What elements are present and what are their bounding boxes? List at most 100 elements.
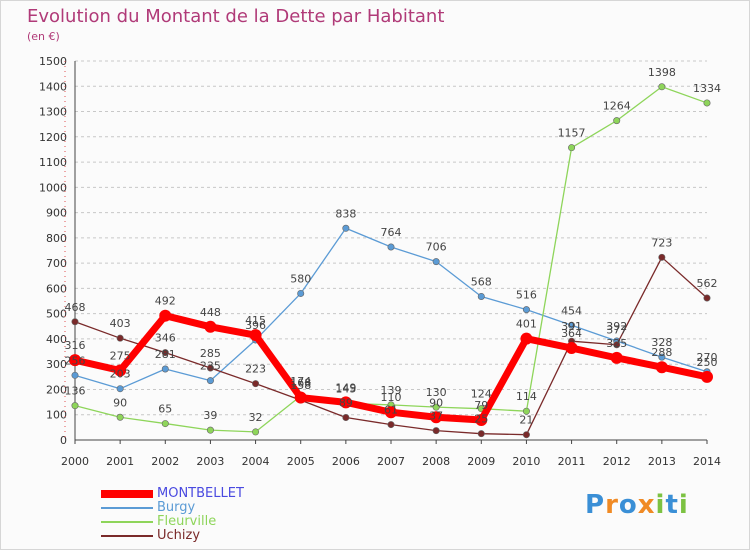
- data-point-fleurville: [71, 402, 79, 410]
- data-point-montbellet: [159, 309, 172, 322]
- data-label-uchizy: 21: [519, 414, 533, 427]
- data-point-fleurville: [658, 83, 666, 91]
- data-point-fleurville: [613, 117, 621, 125]
- data-label-montbellet: 110: [381, 391, 402, 404]
- logo-letter: x: [637, 490, 656, 520]
- x-tick-label: 2013: [648, 455, 676, 468]
- data-point-uchizy: [432, 427, 440, 435]
- data-point-uchizy: [252, 380, 260, 388]
- y-tick-label: 1100: [39, 156, 67, 169]
- data-point-burgy: [432, 258, 440, 266]
- y-tick-label: 800: [46, 232, 67, 245]
- data-label-burgy: 203: [110, 368, 131, 381]
- proxiti-logo: Proxiti: [585, 490, 689, 520]
- data-point-fleurville: [432, 403, 440, 411]
- data-label-burgy: 256: [65, 354, 86, 367]
- y-tick-label: 900: [46, 207, 67, 220]
- data-label-burgy: 392: [606, 320, 627, 333]
- data-point-montbellet: [294, 391, 307, 404]
- legend-label: Fleurville: [157, 514, 217, 529]
- data-point-montbellet: [249, 329, 262, 342]
- data-label-fleurville: 174: [290, 375, 311, 388]
- data-label-burgy: 454: [561, 304, 582, 317]
- data-label-montbellet: 79: [474, 399, 488, 412]
- line-chart: 0 100 200 300 400 500 600 700 800 900 1000 1100 1200…: [39, 55, 721, 468]
- data-point-fleurville: [568, 144, 576, 152]
- data-point-burgy: [71, 371, 79, 379]
- x-tick-label: 2003: [196, 455, 224, 468]
- data-point-fleurville: [206, 426, 214, 434]
- data-label-burgy: 328: [651, 336, 672, 349]
- data-point-burgy: [658, 353, 666, 361]
- y-tick-label: 0: [60, 434, 67, 447]
- data-point-montbellet: [655, 361, 668, 374]
- logo-letter: i: [678, 490, 689, 520]
- data-label-fleurville: 124: [471, 388, 492, 401]
- data-label-burgy: 396: [245, 319, 266, 332]
- data-point-montbellet: [701, 370, 713, 383]
- data-point-montbellet: [204, 320, 217, 333]
- legend-swatch: [101, 535, 153, 537]
- data-label-montbellet: 492: [155, 295, 176, 308]
- legend-item-uchizy: Uchizy: [101, 529, 244, 543]
- legend-item-montbellet: MONTBELLET: [101, 487, 244, 501]
- chart-subtitle: (en €): [27, 30, 60, 43]
- data-label-burgy: 580: [290, 272, 311, 285]
- data-point-burgy: [522, 306, 530, 314]
- data-label-montbellet: 275: [110, 350, 131, 363]
- data-point-montbellet: [565, 342, 578, 355]
- data-label-montbellet: 250: [697, 356, 718, 369]
- data-point-burgy: [116, 385, 124, 393]
- data-label-uchizy: 377: [606, 324, 627, 337]
- y-tick-label: 300: [46, 358, 67, 371]
- x-tick-label: 2004: [242, 455, 270, 468]
- data-label-fleurville: 130: [426, 386, 447, 399]
- data-point-uchizy: [71, 318, 79, 326]
- data-point-uchizy: [342, 414, 350, 422]
- x-tick-label: 2010: [512, 455, 540, 468]
- x-tick-label: 2005: [287, 455, 315, 468]
- data-label-fleurville: 39: [203, 409, 217, 422]
- data-point-montbellet: [475, 414, 488, 427]
- data-label-montbellet: 149: [335, 381, 356, 394]
- legend-swatch: [101, 490, 153, 498]
- x-tick-label: 2001: [106, 455, 134, 468]
- x-tick-label: 2009: [467, 455, 495, 468]
- data-label-uchizy: 223: [245, 363, 266, 376]
- x-tick-label: 2006: [332, 455, 360, 468]
- data-label-montbellet: 316: [65, 339, 86, 352]
- data-label-montbellet: 168: [290, 377, 311, 390]
- data-label-montbellet: 448: [200, 306, 221, 319]
- y-tick-label: 600: [46, 282, 67, 295]
- legend-swatch: [101, 521, 153, 523]
- data-point-uchizy: [161, 349, 169, 357]
- chart-title: Evolution du Montant de la Dette par Hab…: [27, 6, 445, 27]
- legend-label: Uchizy: [157, 528, 201, 543]
- data-point-burgy: [297, 289, 305, 297]
- data-label-fleurville: 90: [113, 396, 127, 409]
- data-label-uchizy: 37: [429, 410, 443, 423]
- data-label-uchizy: 158: [290, 379, 311, 392]
- legend-label: MONTBELLET: [157, 486, 244, 501]
- data-point-uchizy: [477, 430, 485, 438]
- data-label-uchizy: 723: [651, 236, 672, 249]
- data-label-fleurville: 136: [65, 385, 86, 398]
- legend-item-fleurville: Fleurville: [101, 515, 244, 529]
- x-tick-label: 2011: [558, 455, 586, 468]
- data-point-montbellet: [385, 406, 397, 419]
- y-tick-label: 200: [46, 383, 67, 396]
- data-label-uchizy: 61: [384, 404, 398, 417]
- y-tick-label: 500: [46, 308, 67, 321]
- data-label-montbellet: 415: [245, 314, 266, 327]
- data-point-montbellet: [520, 332, 533, 345]
- data-label-fleurville: 1398: [648, 66, 676, 79]
- data-label-fleurville: 65: [158, 403, 172, 416]
- data-point-burgy: [387, 243, 395, 251]
- data-label-fleurville: 1157: [558, 127, 586, 140]
- legend-item-burgy: Burgy: [101, 501, 244, 515]
- data-label-fleurville: 139: [381, 384, 402, 397]
- data-label-montbellet: 325: [606, 337, 627, 350]
- data-point-burgy: [206, 377, 214, 385]
- data-label-fleurville: 32: [249, 411, 263, 424]
- y-tick-label: 1000: [39, 181, 67, 194]
